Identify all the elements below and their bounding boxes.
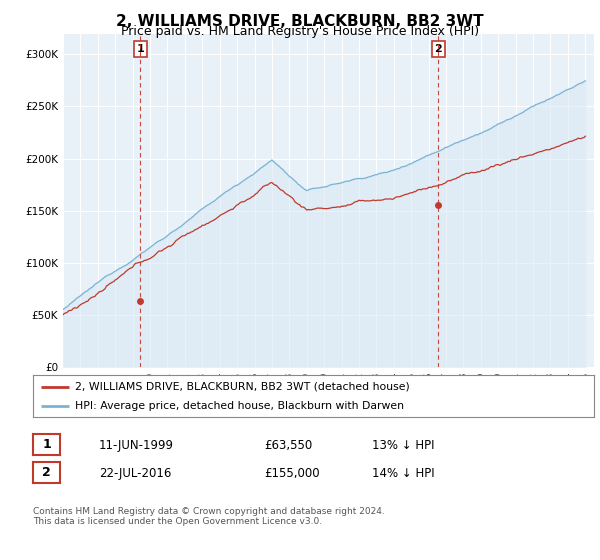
Text: £63,550: £63,550 (264, 438, 312, 452)
Text: 22-JUL-2016: 22-JUL-2016 (99, 466, 172, 480)
Text: 1: 1 (42, 438, 51, 451)
Text: 1: 1 (136, 44, 144, 54)
Text: 2, WILLIAMS DRIVE, BLACKBURN, BB2 3WT (detached house): 2, WILLIAMS DRIVE, BLACKBURN, BB2 3WT (d… (75, 381, 410, 391)
Text: 13% ↓ HPI: 13% ↓ HPI (372, 438, 434, 452)
Text: 2, WILLIAMS DRIVE, BLACKBURN, BB2 3WT: 2, WILLIAMS DRIVE, BLACKBURN, BB2 3WT (116, 14, 484, 29)
Text: 14% ↓ HPI: 14% ↓ HPI (372, 466, 434, 480)
Text: £155,000: £155,000 (264, 466, 320, 480)
Text: 11-JUN-1999: 11-JUN-1999 (99, 438, 174, 452)
Text: Price paid vs. HM Land Registry's House Price Index (HPI): Price paid vs. HM Land Registry's House … (121, 25, 479, 38)
Text: 2: 2 (434, 44, 442, 54)
Text: HPI: Average price, detached house, Blackburn with Darwen: HPI: Average price, detached house, Blac… (75, 401, 404, 411)
Text: 2: 2 (42, 466, 51, 479)
Text: Contains HM Land Registry data © Crown copyright and database right 2024.
This d: Contains HM Land Registry data © Crown c… (33, 507, 385, 526)
